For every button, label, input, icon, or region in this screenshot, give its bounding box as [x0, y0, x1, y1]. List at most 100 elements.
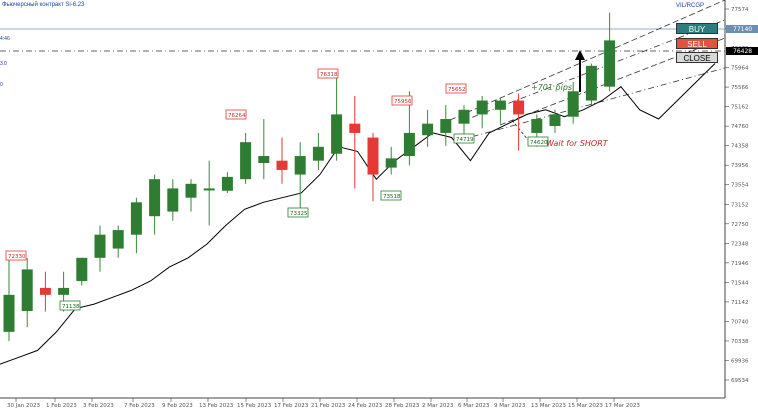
candle-body [604, 40, 616, 87]
y-tick-label: 72348 [731, 241, 749, 247]
y-tick-label: 71946 [731, 261, 749, 267]
y-tick-label: 74358 [731, 144, 749, 150]
x-tick-label: 13 Mar 2023 [531, 403, 566, 409]
x-tick-label: 9 Feb 2023 [162, 403, 193, 409]
price-box-label: 75652 [448, 87, 466, 93]
x-tick-label: 17 Feb 2023 [274, 403, 309, 409]
y-tick-label: 73956 [731, 163, 749, 169]
candle-body [258, 156, 270, 163]
y-tick-label: 77574 [731, 7, 749, 13]
price-box [287, 207, 309, 218]
y-tick-label: 70338 [731, 339, 749, 345]
average-line [0, 63, 716, 365]
price-tag-upper [726, 25, 758, 33]
candle-body [21, 269, 33, 312]
price-box [317, 68, 339, 79]
candle-body [585, 65, 597, 101]
candle-body [385, 158, 397, 168]
y-tick-label: 75566 [731, 85, 749, 91]
price-box [225, 109, 247, 120]
x-tick-label: 2 Mar 2023 [422, 403, 454, 409]
candle-body [476, 100, 488, 115]
price-box [391, 95, 413, 106]
candle-body [221, 176, 233, 191]
x-tick-label: 7 Feb 2023 [124, 403, 155, 409]
candle-body [549, 114, 561, 126]
price-tag-current [726, 47, 758, 55]
chart-title: Фьючерсный контракт Si-6.23 [2, 2, 85, 8]
x-tick-label: 3 Feb 2023 [83, 403, 114, 409]
y-tick-label: 69936 [731, 358, 749, 364]
price-box [527, 136, 549, 147]
price-box [59, 300, 81, 311]
candle-body [440, 119, 452, 133]
y-tick-label: 70740 [731, 319, 749, 325]
side-label-2: 3.0 [0, 61, 7, 67]
price-box [380, 190, 402, 201]
price-box-label: 72330 [8, 254, 26, 260]
candle-body [531, 119, 543, 133]
candle-body [422, 123, 434, 136]
price-box-label: 74620 [530, 140, 548, 146]
sell-button[interactable]: SELL [676, 38, 718, 49]
x-tick-label: 1 Feb 2023 [46, 403, 77, 409]
price-box-label: 75956 [394, 99, 412, 105]
price-box-label: 76264 [228, 113, 246, 119]
channel-line [449, 0, 726, 121]
price-tag-current-text: 76428 [733, 48, 752, 55]
candle-body [203, 188, 215, 191]
candle-body [149, 179, 161, 217]
candle-body [494, 100, 506, 110]
price-box-label: 73518 [383, 194, 401, 200]
price-box-label: 71138 [62, 304, 80, 310]
candle-body [167, 188, 179, 212]
candle-body [130, 202, 142, 235]
x-tick-label: 15 Mar 2023 [568, 403, 603, 409]
candle-body [367, 137, 379, 175]
candle-body [94, 234, 106, 258]
candle-body [58, 287, 70, 295]
x-tick-label: 13 Feb 2023 [199, 403, 234, 409]
x-tick-label: 15 Feb 2023 [237, 403, 272, 409]
candle-body [458, 109, 470, 124]
price-tag-upper-text: 77140 [733, 26, 752, 33]
side-label-3: 0 [0, 82, 3, 88]
candle-body [276, 160, 288, 170]
x-tick-label: 28 Feb 2023 [385, 403, 420, 409]
side-label-1: 4:46 [0, 36, 10, 42]
y-tick-label: 75964 [731, 66, 749, 72]
price-box-label: 73325 [290, 211, 308, 217]
candle-body [294, 156, 306, 175]
pips-annotation: +701 pips [531, 83, 572, 92]
price-box [5, 250, 27, 261]
y-tick-label: 69534 [731, 378, 749, 384]
x-tick-label: 30 Jan 2023 [7, 403, 40, 409]
wait-short-annotation: Wait for SHORT [546, 139, 609, 148]
up-arrow-icon [575, 50, 585, 60]
channel-line [511, 119, 529, 141]
y-tick-label: 72750 [731, 222, 749, 228]
x-tick-label: 9 Mar 2023 [494, 403, 526, 409]
close-button[interactable]: CLOSE [676, 52, 718, 63]
candle-body [185, 183, 197, 198]
y-tick-label: 74760 [731, 124, 749, 130]
candle-body [349, 123, 361, 133]
symbol-label: VIL/RCGP [676, 3, 705, 9]
candle-body [39, 287, 51, 295]
x-tick-label: 6 Mar 2023 [458, 403, 490, 409]
candle-body [331, 114, 343, 154]
candle-body [513, 100, 525, 115]
candle-body [3, 294, 15, 332]
price-box [453, 133, 475, 144]
candle-body [567, 91, 579, 117]
candle-body [403, 132, 415, 157]
price-box [445, 83, 467, 94]
x-tick-label: 21 Feb 2023 [311, 403, 346, 409]
candle-body [312, 146, 324, 161]
price-box-label: 76318 [320, 72, 338, 78]
buy-button[interactable]: BUY [676, 23, 718, 34]
channel-line [459, 19, 726, 123]
candle-body [240, 142, 252, 180]
x-tick-label: 24 Feb 2023 [348, 403, 383, 409]
